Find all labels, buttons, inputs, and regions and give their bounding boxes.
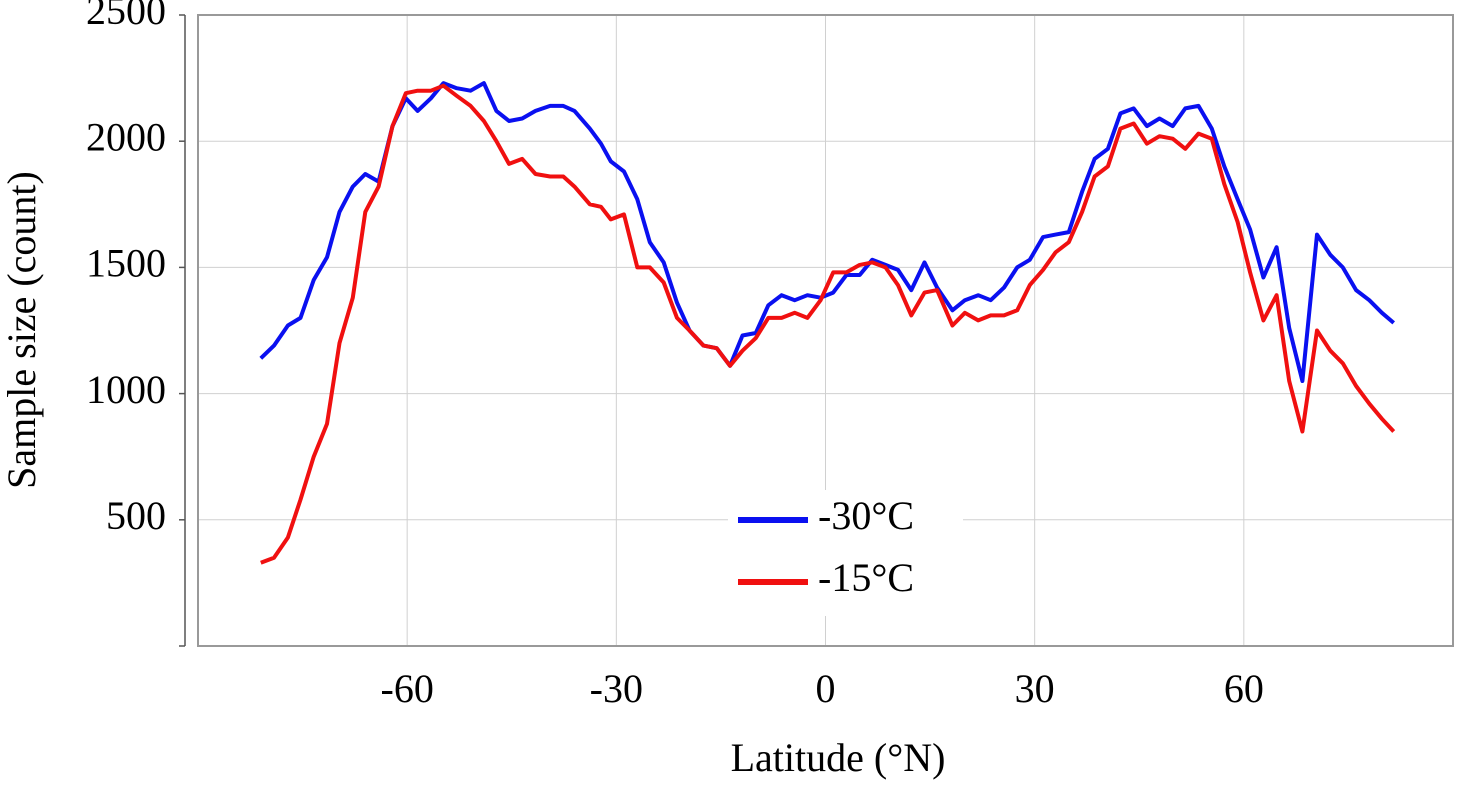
plot-frame [197, 14, 1454, 647]
legend-box [728, 490, 963, 616]
legend-label: -15°C [818, 555, 914, 600]
y-axis-label: Sample size (count) [0, 171, 44, 489]
x-tick-label: -30 [590, 666, 643, 711]
y-tick-label: 1500 [86, 241, 166, 286]
x-tick-label: 30 [1015, 666, 1055, 711]
x-tick-label: -60 [381, 666, 434, 711]
data-line [260, 83, 1396, 565]
y-tick-label: 500 [106, 493, 166, 538]
data-line [259, 81, 1396, 383]
x-axis-label: Latitude (°N) [731, 735, 946, 780]
y-tick-label: 2000 [86, 114, 166, 159]
legend-label: -30°C [818, 493, 914, 538]
x-tick-label: 60 [1224, 666, 1264, 711]
x-tick-label: 0 [816, 666, 836, 711]
y-tick-label: 1000 [86, 367, 166, 412]
y-tick-label: 2500 [86, 0, 166, 33]
